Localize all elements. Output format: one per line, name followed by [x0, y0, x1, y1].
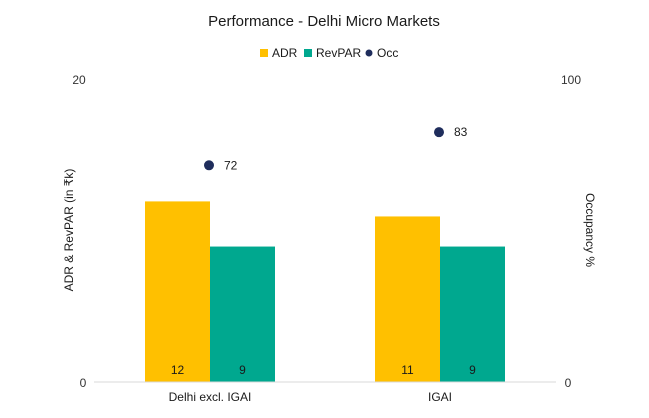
bar-revpar-0 [210, 246, 275, 382]
data-label-revpar-0: 9 [239, 363, 246, 377]
chart-title: Performance - Delhi Micro Markets [208, 13, 440, 30]
legend-label-revpar: RevPAR [316, 46, 361, 60]
y-tick-right-top: 100 [561, 73, 581, 87]
y-axis-label-right: Occupancy % [583, 193, 597, 267]
data-label-adr-1: 11 [401, 363, 414, 377]
x-tick-label-0: Delhi excl. IGAI [169, 390, 252, 404]
occupancy-points-group: 72 83 [204, 125, 468, 172]
x-tick-label-1: IGAI [428, 390, 452, 404]
category-labels-group: Delhi excl. IGAI IGAI [169, 390, 452, 404]
y-tick-left-bottom: 0 [80, 376, 87, 390]
data-label-occ-1: 83 [454, 125, 468, 139]
legend-marker-revpar [304, 49, 312, 57]
y-tick-left-top: 20 [72, 73, 86, 87]
bar-revpar-1 [440, 246, 505, 382]
legend-marker-adr [260, 49, 268, 57]
bar-adr-1 [375, 216, 440, 382]
legend-label-occ: Occ [377, 46, 398, 60]
legend-marker-occ [365, 49, 373, 57]
legend-label-adr: ADR [272, 46, 298, 60]
data-label-revpar-1: 9 [469, 363, 476, 377]
data-labels-group: 12 9 11 9 [171, 363, 476, 377]
data-label-adr-0: 12 [171, 363, 185, 377]
y-axis-label-left: ADR & RevPAR (in ₹k) [62, 169, 76, 292]
data-label-occ-0: 72 [224, 158, 238, 172]
point-occ-0 [204, 160, 214, 171]
bar-adr-0 [145, 201, 210, 382]
point-occ-1 [434, 127, 444, 138]
bars-group [145, 201, 505, 382]
y-tick-right-bottom: 0 [565, 376, 572, 390]
legend: ADR RevPAR Occ [260, 46, 398, 60]
